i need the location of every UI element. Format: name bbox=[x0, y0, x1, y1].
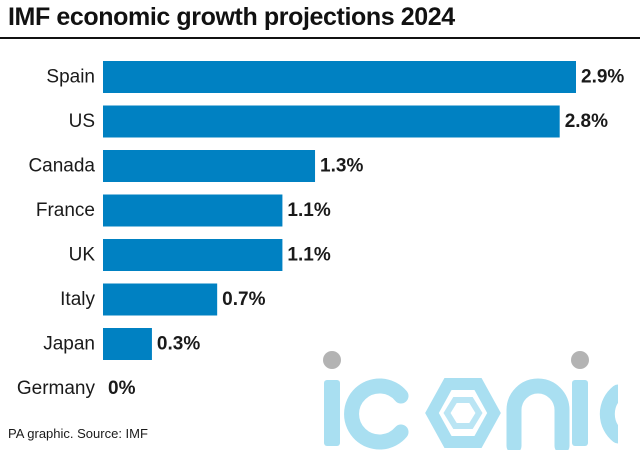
chart-title: IMF economic growth projections 2024 bbox=[8, 3, 455, 31]
value-label: 0.7% bbox=[222, 289, 265, 310]
bar bbox=[103, 328, 152, 360]
category-label: US bbox=[69, 111, 95, 132]
bar bbox=[103, 150, 316, 182]
value-label: 1.1% bbox=[287, 200, 330, 221]
value-label: 0% bbox=[108, 378, 136, 399]
value-label: 0.3% bbox=[157, 334, 200, 355]
value-label: 2.8% bbox=[565, 111, 608, 132]
category-label: UK bbox=[69, 245, 96, 266]
category-label: Germany bbox=[17, 378, 96, 399]
category-label: Italy bbox=[60, 289, 95, 310]
category-label: Canada bbox=[28, 156, 95, 177]
watermark-letters bbox=[323, 351, 618, 450]
bar bbox=[103, 105, 560, 138]
category-label: Spain bbox=[46, 67, 95, 88]
value-label: 2.9% bbox=[581, 67, 624, 88]
bar bbox=[103, 194, 283, 227]
source-note: PA graphic. Source: IMF bbox=[8, 426, 148, 441]
bar bbox=[103, 61, 576, 93]
bar bbox=[103, 283, 218, 316]
value-label: 1.1% bbox=[287, 245, 330, 266]
value-label: 1.3% bbox=[320, 156, 363, 177]
iconic-watermark-logo bbox=[323, 351, 618, 450]
title-rule bbox=[0, 37, 640, 39]
category-label: Japan bbox=[43, 334, 95, 355]
category-label: France bbox=[36, 200, 95, 221]
bar bbox=[103, 239, 283, 271]
